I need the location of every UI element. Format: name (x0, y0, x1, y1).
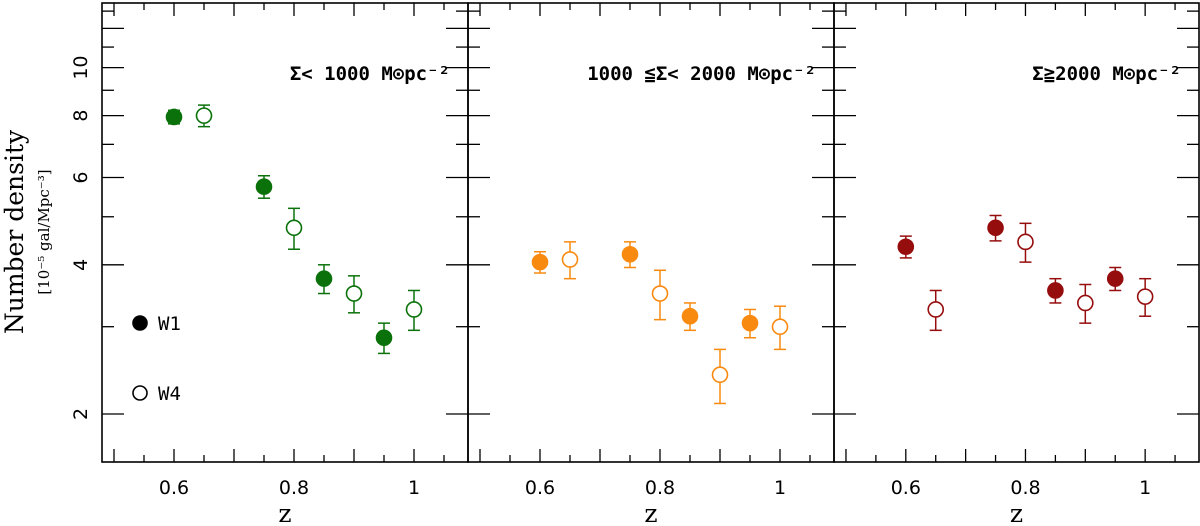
series-W4 (195, 104, 423, 332)
x-tick-label: 1 (774, 477, 786, 499)
legend-marker-w1 (132, 315, 148, 331)
panel-3: 0.6 0.8 1 z Σ≧2000 M⊙pc⁻² (833, 2, 1200, 526)
panel-label: Σ< 1000 M⊙pc⁻² (290, 63, 450, 85)
series-W4 (561, 241, 789, 405)
data-point-w1 (741, 314, 759, 332)
panel-label: Σ≧2000 M⊙pc⁻² (1032, 63, 1181, 85)
data-point-w1 (531, 253, 549, 271)
legend-label-w4: W4 (158, 383, 181, 405)
y-tick-label: 2 (70, 408, 92, 420)
x-tick-label: 0.8 (1010, 477, 1040, 499)
x-tick-label: 0.6 (891, 477, 921, 499)
x-tick-label: 1 (408, 477, 420, 499)
y-tick-label: 8 (70, 110, 92, 122)
data-point-w1 (1047, 282, 1064, 299)
data-point-w1 (681, 307, 699, 325)
x-tick-label: 1 (1139, 477, 1151, 499)
y-tick-label: 10 (70, 55, 92, 79)
x-tick-label: 0.6 (159, 477, 189, 499)
y-axis-units: [10⁻⁵ gal/Mpc⁻³] (35, 169, 53, 294)
y-axis-title: Number density (0, 129, 29, 334)
series-W1 (165, 108, 393, 355)
x-axis-title: z (644, 499, 657, 526)
data-point-w4 (1077, 294, 1094, 312)
data-point-w4 (405, 301, 423, 318)
data-point-w4 (561, 251, 579, 268)
x-tick-label: 0.6 (525, 477, 555, 499)
y-tick-label: 6 (70, 171, 92, 183)
data-point-w1 (987, 219, 1004, 237)
panels: 0.6 0.8 1 z 2 4 6 8 10 Σ< 1000 M⊙pc⁻² 0.6 0.8 1 z 1000… (70, 2, 1200, 526)
data-point-w4 (651, 285, 669, 302)
series-W1 (897, 214, 1124, 304)
series-W1 (531, 241, 759, 339)
data-point-w1 (375, 329, 393, 347)
data-point-w4 (345, 285, 363, 302)
data-point-w4 (771, 318, 789, 336)
data-point-w1 (255, 178, 273, 195)
data-point-w1 (315, 270, 333, 287)
x-axis-title: z (278, 499, 291, 526)
panel-frame (833, 2, 1200, 463)
series-W4 (927, 222, 1154, 332)
data-point-w1 (165, 108, 183, 126)
data-point-w1 (621, 245, 639, 263)
data-point-w1 (897, 238, 915, 256)
x-tick-label: 0.8 (279, 477, 309, 499)
data-point-w1 (1106, 270, 1124, 287)
x-tick-label: 0.8 (645, 477, 675, 499)
legend-marker-w4 (132, 385, 148, 401)
data-point-w4 (711, 366, 729, 384)
data-point-w4 (1017, 233, 1034, 251)
panel-1: 0.6 0.8 1 z 2 4 6 8 10 Σ< 1000 M⊙pc⁻² (70, 2, 469, 526)
y-tick-label: 4 (70, 259, 92, 271)
panel-2: 0.6 0.8 1 z 1000 ≦Σ< 2000 M⊙pc⁻² (467, 2, 835, 526)
data-point-w4 (1136, 288, 1154, 305)
panel-label: 1000 ≦Σ< 2000 M⊙pc⁻² (587, 63, 816, 85)
x-axis-title: z (1010, 499, 1023, 526)
legend-label-w1: W1 (158, 313, 181, 335)
data-point-w4 (195, 107, 213, 124)
data-point-w4 (285, 219, 303, 237)
data-point-w4 (927, 301, 945, 318)
legend: W1 W4 (132, 313, 181, 405)
